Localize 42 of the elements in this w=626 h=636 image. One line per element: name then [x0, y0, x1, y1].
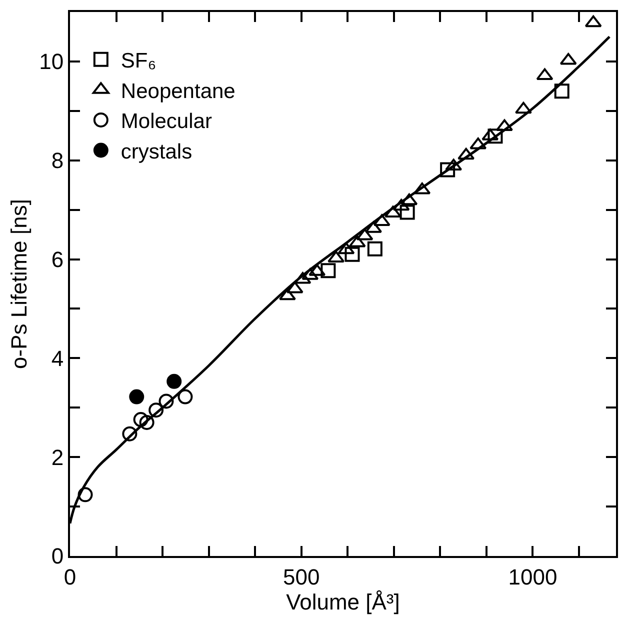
- x-axis-title: Volume [Å³]: [286, 589, 400, 614]
- y-axis-title: o-Ps Lifetime [ns]: [6, 199, 32, 369]
- point: [166, 374, 182, 389]
- point: [514, 102, 532, 114]
- legend-label: SF₆: [120, 50, 156, 73]
- point: [129, 389, 144, 404]
- legend-label: crystals: [120, 140, 192, 164]
- point: [286, 281, 304, 294]
- point: [328, 250, 345, 263]
- point: [148, 402, 164, 418]
- point: [560, 52, 577, 65]
- point: [400, 204, 415, 220]
- legend-label: Neopentane: [120, 80, 236, 103]
- point: [440, 162, 456, 178]
- point: [392, 198, 410, 211]
- point: [584, 15, 602, 28]
- point: [178, 389, 193, 404]
- point: [320, 263, 336, 278]
- x-tick-label: 1000: [508, 564, 558, 590]
- point: [400, 193, 418, 206]
- y-tick-label: 0: [51, 544, 64, 569]
- point: [158, 394, 174, 409]
- point: [458, 148, 475, 160]
- point: [139, 414, 154, 430]
- point: [384, 206, 402, 218]
- point: [344, 246, 360, 262]
- legend-label: Molecular: [120, 110, 212, 134]
- y-tick-label: 6: [51, 246, 64, 272]
- y-tick-label: 4: [51, 346, 64, 371]
- point: [348, 235, 366, 248]
- point: [122, 426, 138, 442]
- x-tick-label: 500: [283, 564, 320, 590]
- point: [536, 68, 554, 80]
- y-tick-label: 2: [51, 444, 64, 470]
- y-tick-label: 8: [51, 148, 64, 174]
- point: [133, 412, 148, 428]
- point: [445, 158, 462, 171]
- y-tick-label: 10: [39, 49, 64, 74]
- point: [367, 241, 382, 256]
- point: [338, 242, 355, 254]
- point: [278, 288, 296, 300]
- point: [78, 487, 93, 502]
